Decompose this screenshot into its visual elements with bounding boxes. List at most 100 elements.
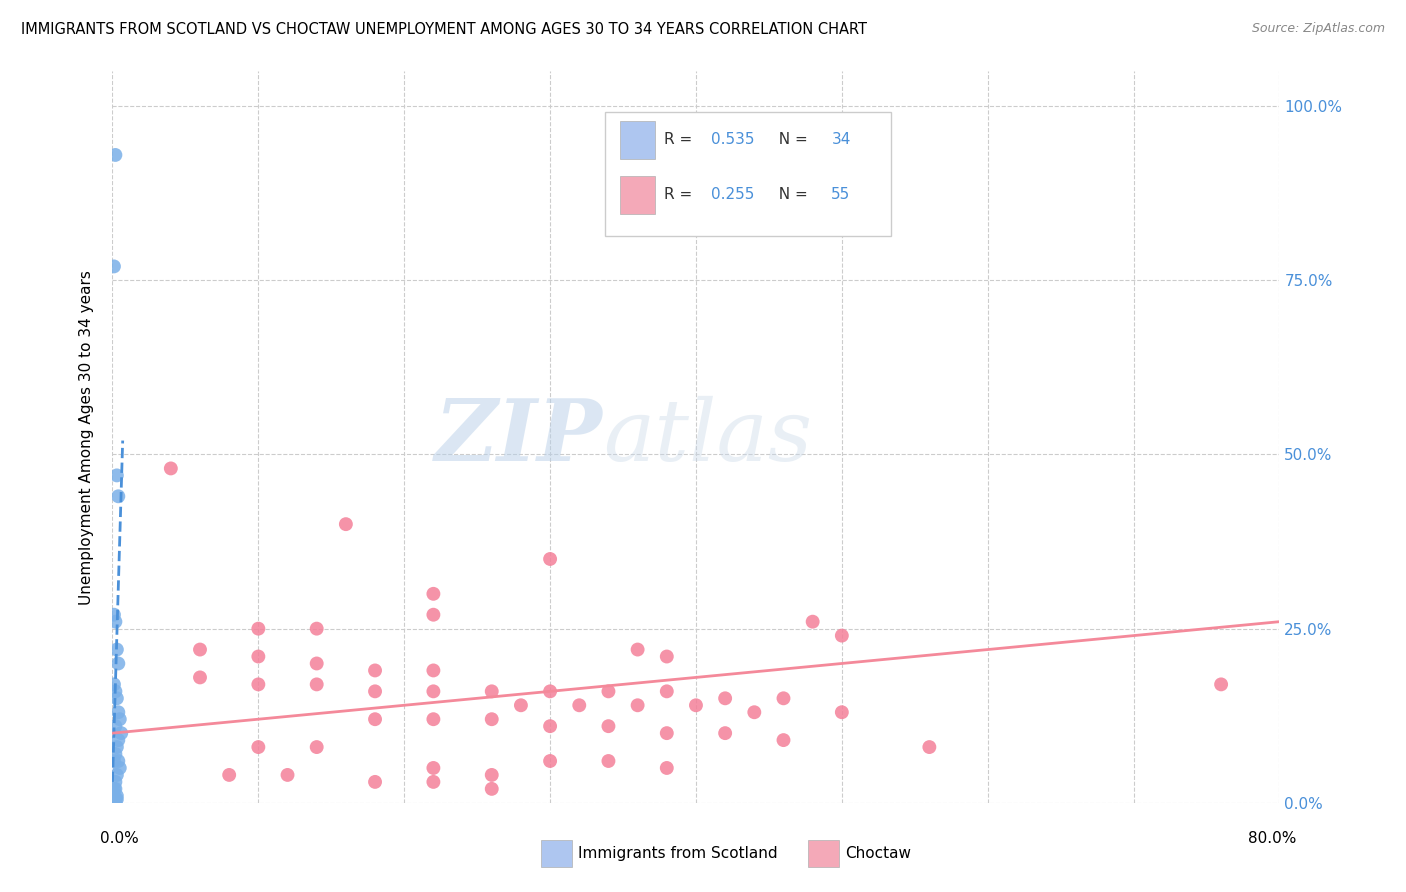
Point: [831, 705, 853, 719]
Text: ZIP: ZIP: [434, 395, 603, 479]
Point: [538, 684, 561, 698]
Point: [1209, 677, 1232, 691]
Point: [598, 719, 620, 733]
Point: [422, 684, 444, 698]
Point: [107, 705, 129, 719]
Point: [104, 684, 127, 698]
Point: [104, 795, 127, 809]
Point: [247, 740, 270, 755]
Point: [103, 260, 125, 274]
Point: [685, 698, 707, 713]
Point: [105, 789, 128, 803]
Point: [509, 698, 531, 713]
Text: 0.255: 0.255: [711, 186, 755, 202]
Point: [108, 761, 131, 775]
Point: [772, 733, 794, 747]
Point: [103, 794, 125, 808]
Point: [627, 642, 650, 657]
Point: [538, 719, 561, 733]
Point: [103, 607, 125, 622]
Point: [422, 607, 444, 622]
Point: [218, 768, 240, 782]
Text: atlas: atlas: [603, 396, 811, 478]
Text: R =: R =: [665, 132, 697, 147]
Point: [104, 792, 127, 806]
Point: [160, 461, 183, 475]
Point: [104, 794, 127, 808]
Point: [918, 740, 941, 755]
Text: 34: 34: [831, 132, 851, 147]
Point: [110, 726, 132, 740]
Point: [714, 691, 737, 706]
FancyBboxPatch shape: [620, 176, 655, 214]
Point: [364, 712, 387, 726]
Point: [742, 705, 765, 719]
Point: [188, 642, 211, 657]
Point: [105, 691, 128, 706]
Point: [105, 468, 128, 483]
Point: [104, 781, 127, 796]
Point: [103, 789, 125, 803]
Text: Choctaw: Choctaw: [845, 847, 911, 861]
Point: [103, 792, 125, 806]
Point: [801, 615, 824, 629]
Point: [831, 629, 853, 643]
Text: 55: 55: [831, 186, 851, 202]
Point: [104, 719, 127, 733]
Point: [481, 684, 503, 698]
Point: [364, 775, 387, 789]
Point: [598, 754, 620, 768]
Point: [422, 664, 444, 678]
Point: [772, 691, 794, 706]
Text: R =: R =: [665, 186, 697, 202]
Point: [655, 684, 678, 698]
Y-axis label: Unemployment Among Ages 30 to 34 years: Unemployment Among Ages 30 to 34 years: [79, 269, 94, 605]
Text: IMMIGRANTS FROM SCOTLAND VS CHOCTAW UNEMPLOYMENT AMONG AGES 30 TO 34 YEARS CORRE: IMMIGRANTS FROM SCOTLAND VS CHOCTAW UNEM…: [21, 22, 868, 37]
Point: [714, 726, 737, 740]
Point: [422, 775, 444, 789]
Point: [105, 740, 128, 755]
Point: [247, 622, 270, 636]
Point: [568, 698, 591, 713]
Point: [107, 657, 129, 671]
FancyBboxPatch shape: [605, 112, 891, 235]
Point: [305, 740, 328, 755]
Point: [104, 615, 127, 629]
Point: [276, 768, 298, 782]
Point: [107, 733, 129, 747]
Point: [104, 775, 127, 789]
Text: 0.0%: 0.0%: [100, 831, 139, 846]
Point: [481, 768, 503, 782]
Point: [104, 148, 127, 162]
Point: [481, 781, 503, 796]
Point: [305, 657, 328, 671]
Point: [598, 684, 620, 698]
Text: N =: N =: [769, 132, 813, 147]
Point: [655, 761, 678, 775]
Text: N =: N =: [769, 186, 813, 202]
Point: [103, 794, 125, 808]
Point: [108, 712, 131, 726]
Point: [335, 517, 357, 532]
Point: [364, 664, 387, 678]
Point: [104, 747, 127, 761]
Point: [305, 622, 328, 636]
Point: [481, 712, 503, 726]
Point: [107, 754, 129, 768]
Text: Source: ZipAtlas.com: Source: ZipAtlas.com: [1251, 22, 1385, 36]
Point: [655, 726, 678, 740]
Point: [103, 754, 125, 768]
Point: [364, 684, 387, 698]
Point: [107, 489, 129, 503]
Point: [422, 587, 444, 601]
FancyBboxPatch shape: [620, 121, 655, 159]
Point: [247, 649, 270, 664]
Point: [105, 768, 128, 782]
Text: 0.535: 0.535: [711, 132, 755, 147]
Point: [538, 754, 561, 768]
Point: [627, 698, 650, 713]
Point: [655, 649, 678, 664]
Point: [188, 670, 211, 684]
Point: [105, 642, 128, 657]
Point: [105, 792, 128, 806]
